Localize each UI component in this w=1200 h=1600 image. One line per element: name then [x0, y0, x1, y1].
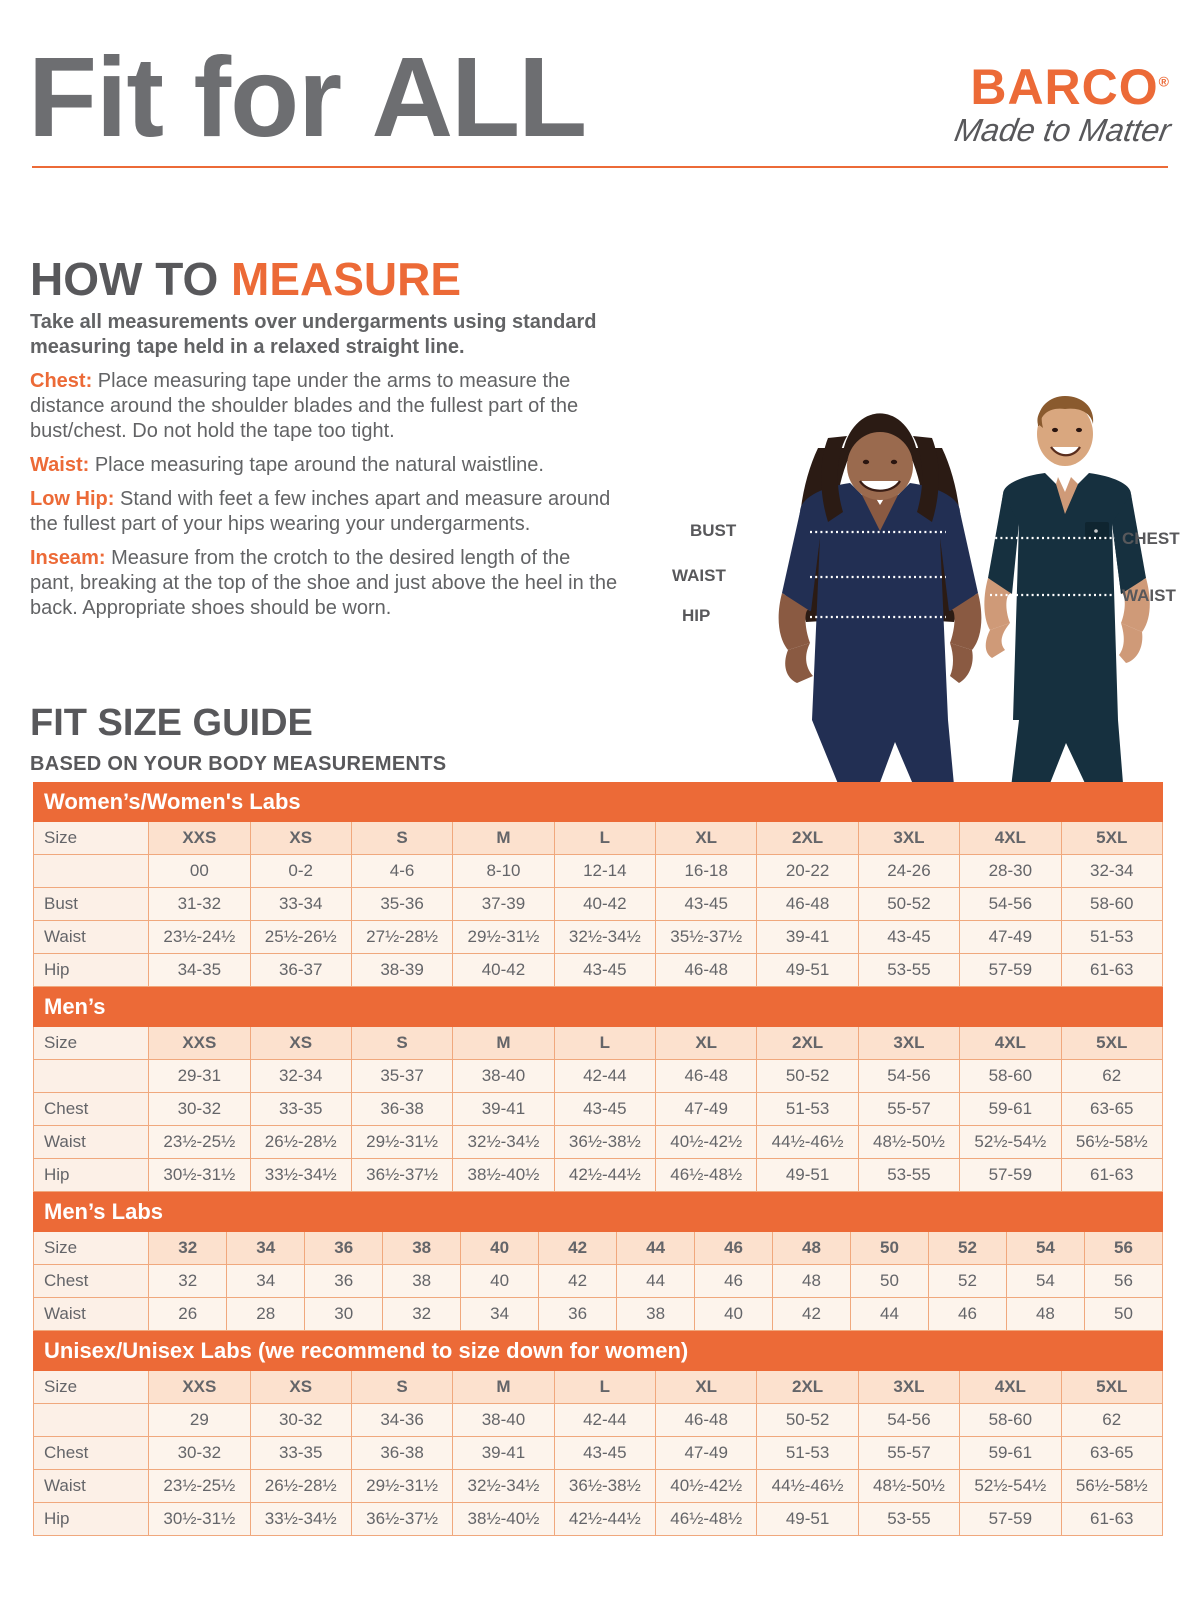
svg-text:WAIST: WAIST	[672, 566, 726, 585]
svg-text:BUST: BUST	[690, 521, 737, 540]
svg-text:WAIST: WAIST	[1122, 586, 1176, 605]
svg-text:HIP: HIP	[682, 606, 710, 625]
svg-text:CHEST: CHEST	[1122, 529, 1180, 548]
